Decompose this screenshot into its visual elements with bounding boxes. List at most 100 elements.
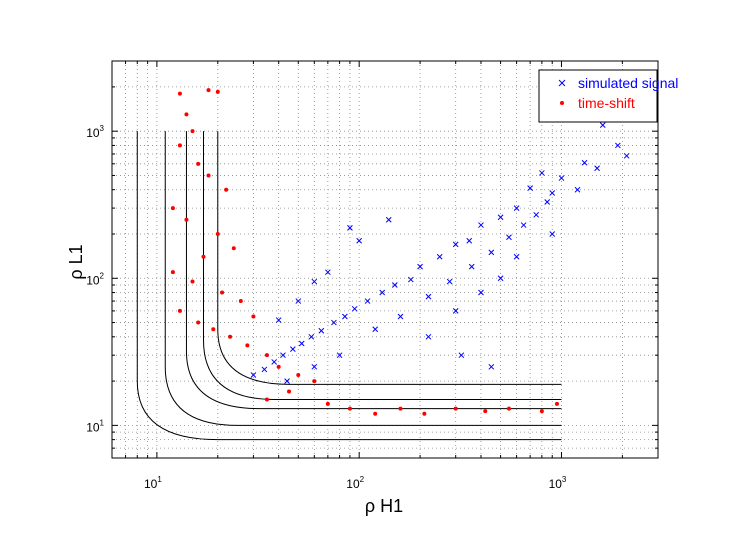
- legend-label-time-shift: time-shift: [578, 95, 635, 111]
- simulated-signal-point: [379, 289, 386, 296]
- time-shift-point: [325, 401, 330, 406]
- time-shift-point: [453, 406, 458, 411]
- time-shift-point: [206, 173, 211, 178]
- simulated-signal-point: [342, 313, 348, 320]
- simulated-signal-points: [250, 122, 630, 384]
- simulated-signal-point: [336, 352, 343, 359]
- x-axis-label: ρ H1: [365, 496, 403, 516]
- simulated-signal-point: [458, 352, 465, 359]
- time-shift-point: [231, 246, 236, 251]
- simulated-signal-point: [280, 352, 286, 359]
- axis-ticks: [112, 61, 658, 458]
- time-shift-point: [190, 129, 195, 134]
- simulated-signal-point: [391, 282, 398, 288]
- time-shift-point: [177, 91, 182, 96]
- time-shift-point: [312, 379, 317, 384]
- simulated-signal-point: [271, 359, 278, 365]
- x-tick-labels: 101 102 103: [144, 475, 567, 491]
- simulated-signal-point: [261, 366, 268, 373]
- simulated-signal-point: [324, 269, 331, 276]
- time-shift-point: [170, 206, 175, 211]
- x-tick-label: 101: [144, 475, 162, 491]
- simulated-signal-point: [594, 165, 600, 172]
- time-shift-point: [483, 409, 488, 414]
- simulated-signal-point: [513, 205, 520, 211]
- simulated-signal-point: [436, 253, 443, 260]
- simulated-signal-point: [488, 363, 495, 370]
- time-shift-point: [184, 217, 189, 222]
- time-shift-point: [196, 320, 201, 325]
- simulated-signal-point: [425, 333, 432, 340]
- plot-frame: [111, 60, 659, 459]
- simulated-signal-point: [527, 185, 533, 191]
- y-tick-label: 101: [86, 418, 104, 434]
- threshold-contour: [136, 131, 562, 441]
- simulated-signal-point: [372, 326, 379, 333]
- simulated-signal-point: [615, 142, 621, 149]
- simulated-signal-point: [364, 298, 371, 304]
- simulated-signal-point: [311, 278, 318, 285]
- time-shift-point: [251, 314, 256, 319]
- simulated-signal-point: [351, 305, 358, 312]
- simulated-signal-point: [466, 237, 473, 244]
- simulated-signal-point: [623, 152, 630, 159]
- simulated-signal-point: [446, 278, 453, 285]
- simulated-signal-point: [295, 298, 302, 304]
- time-shift-point: [215, 89, 220, 94]
- legend: simulated signal time-shift: [538, 69, 678, 123]
- y-tick-labels: 101 102 103: [86, 124, 104, 434]
- y-tick-label: 102: [86, 271, 104, 287]
- simulated-signal-point: [356, 237, 363, 244]
- threshold-contour: [164, 131, 562, 426]
- simulated-signal-point: [331, 319, 337, 326]
- time-shift-point: [211, 327, 216, 332]
- time-shift-point: [539, 409, 544, 414]
- time-shift-point: [224, 187, 229, 192]
- simulated-signal-point: [478, 289, 484, 296]
- y-tick-label: 103: [86, 124, 104, 140]
- simulated-signal-point: [452, 308, 459, 314]
- time-shift-point: [184, 112, 189, 117]
- simulated-signal-point: [284, 378, 290, 384]
- time-shift-point: [196, 161, 201, 166]
- threshold-contours: [136, 131, 562, 441]
- simulated-signal-point: [298, 340, 305, 347]
- time-shift-point: [190, 279, 195, 284]
- simulated-signal-point: [397, 313, 404, 320]
- simulated-signal-point: [549, 231, 556, 237]
- simulated-signal-point: [385, 216, 392, 223]
- simulated-signal-point: [452, 241, 459, 248]
- time-shift-point: [238, 299, 243, 304]
- simulated-signal-point: [513, 253, 520, 260]
- x-tick-label: 103: [549, 475, 567, 491]
- threshold-contour: [217, 131, 562, 385]
- simulated-signal-point: [311, 363, 318, 370]
- time-shift-point: [373, 411, 378, 416]
- time-shift-point: [347, 406, 352, 411]
- simulated-signal-point: [407, 276, 414, 283]
- legend-label-simulated-signal: simulated signal: [578, 75, 678, 91]
- simulated-signal-point: [497, 214, 504, 221]
- time-shift-point: [276, 364, 281, 369]
- simulated-signal-point: [417, 263, 423, 270]
- time-shift-point: [177, 308, 182, 313]
- simulated-signal-point: [308, 333, 315, 340]
- time-shift-point: [206, 88, 211, 93]
- legend-marker-time-shift: [560, 101, 564, 105]
- time-shift-point: [228, 334, 233, 339]
- simulated-signal-point: [497, 275, 504, 282]
- simulated-signal-point: [347, 225, 353, 231]
- simulated-signal-point: [581, 159, 588, 166]
- simulated-signal-point: [478, 222, 484, 228]
- x-tick-label: 102: [346, 475, 364, 491]
- simulated-signal-point: [533, 211, 540, 218]
- simulated-signal-point: [318, 327, 325, 334]
- legend-box: [538, 69, 658, 123]
- time-shift-point: [170, 270, 175, 275]
- y-axis-label: ρ L1: [66, 244, 86, 279]
- time-shift-point: [215, 231, 220, 236]
- simulated-signal-point: [574, 186, 581, 193]
- simulated-signal-point: [289, 346, 296, 352]
- time-shift-point: [296, 372, 301, 377]
- simulated-signal-point: [250, 372, 257, 378]
